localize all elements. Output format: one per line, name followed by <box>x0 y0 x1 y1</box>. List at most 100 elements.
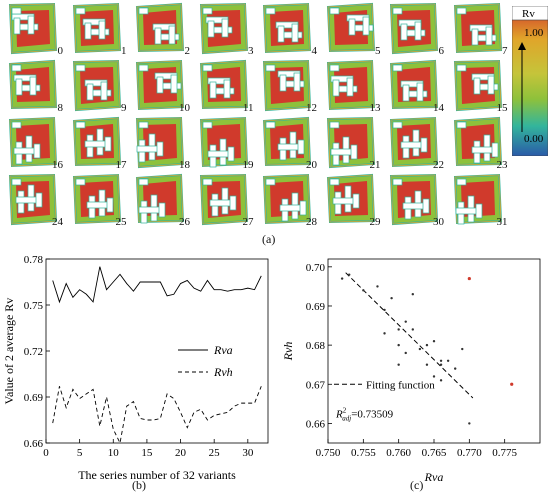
building-cluster <box>456 7 496 46</box>
building <box>209 199 232 207</box>
legend-label-rva: Rva <box>213 343 233 357</box>
building-cluster <box>202 121 234 168</box>
variant-tile: 23 <box>447 116 509 171</box>
building <box>202 121 212 129</box>
building <box>348 18 355 36</box>
site-edge <box>9 3 57 54</box>
data-point <box>383 308 386 312</box>
building <box>422 198 430 214</box>
variant-tile: 24 <box>2 173 64 228</box>
y-tick-label: 0.70 <box>306 262 326 274</box>
variant-tile: 4 <box>256 2 318 57</box>
tile-number: 12 <box>306 102 317 114</box>
building <box>156 141 164 157</box>
site-edge <box>454 3 501 53</box>
x-tick-label: 0.770 <box>457 447 482 459</box>
variant-tile: 6 <box>383 2 445 57</box>
x-tick-label: 20 <box>175 447 187 459</box>
variant-tile: 22 <box>383 116 445 171</box>
site-edge <box>136 3 184 52</box>
data-point <box>461 347 464 351</box>
x-tick-label: 30 <box>242 447 254 459</box>
tile-number: 30 <box>433 216 444 228</box>
building-cluster <box>75 7 109 40</box>
building <box>75 64 85 72</box>
variant-map <box>453 2 502 54</box>
r-squared-label: R2 adj=0.73509 <box>335 407 394 423</box>
building-cluster <box>11 178 43 214</box>
tile-number: 31 <box>496 216 508 228</box>
data-point <box>383 332 386 335</box>
variant-map <box>326 59 375 111</box>
data-point <box>404 351 407 355</box>
tile-number: 10 <box>179 102 190 114</box>
building <box>455 207 478 215</box>
variant-tile: 7 <box>447 2 509 57</box>
building <box>202 64 212 72</box>
building-cluster <box>265 7 303 43</box>
site-edge <box>9 60 57 109</box>
data-point <box>418 347 422 351</box>
building-cluster <box>11 64 41 96</box>
variant-map <box>135 2 185 53</box>
variant-tile: 18 <box>129 116 191 171</box>
building-cluster <box>456 121 498 164</box>
building <box>456 121 466 129</box>
data-point <box>439 379 443 382</box>
y-tick-label: 0.78 <box>24 254 44 266</box>
site-edge <box>200 3 247 54</box>
building <box>209 81 216 99</box>
site-edge <box>327 60 374 110</box>
tile-number: 21 <box>369 159 381 171</box>
site-edge <box>263 174 311 224</box>
variant-tile: 20 <box>256 116 318 171</box>
tile-number: 26 <box>179 216 190 228</box>
data-point <box>425 343 429 347</box>
building <box>277 25 285 43</box>
building <box>346 77 353 97</box>
building-cluster <box>202 64 234 99</box>
legend-max: 1.00 <box>524 27 544 39</box>
scatter-chart: 0.750 0.755 0.760 0.765 0.770 0.775 0.66 0.67 0.… <box>281 258 541 484</box>
building <box>11 121 22 129</box>
variant-map <box>453 116 502 167</box>
building <box>202 7 212 15</box>
building-cluster <box>329 64 357 97</box>
x-tick-label: 10 <box>108 447 120 459</box>
building <box>265 64 276 72</box>
building-cluster <box>265 64 305 92</box>
site-edge <box>390 60 438 109</box>
building <box>86 201 109 209</box>
line-chart: 0 5 10 15 20 25 30 0.66 0.69 0.72 0.75 0.78 Rva Rvh Th… <box>2 254 269 482</box>
series-line-rvh <box>52 386 262 445</box>
building <box>202 178 212 186</box>
building-cluster <box>392 121 428 159</box>
building <box>329 178 339 186</box>
building <box>456 64 466 72</box>
variant-tile: 30 <box>383 173 445 228</box>
building <box>392 64 403 72</box>
data-point <box>390 296 393 300</box>
y-tick-label: 0.69 <box>306 301 326 313</box>
x-tick-label: 0.750 <box>316 447 341 459</box>
building <box>329 64 339 72</box>
y-tick-label: 0.75 <box>24 300 44 312</box>
tile-number: 25 <box>115 216 127 228</box>
site-edge <box>390 174 438 225</box>
building-cluster <box>456 64 498 95</box>
variant-map <box>262 2 312 54</box>
building <box>154 27 162 45</box>
data-point <box>404 320 407 323</box>
tile-number: 4 <box>311 45 318 57</box>
tile-number: 28 <box>306 216 317 228</box>
building <box>299 200 307 216</box>
variant-map <box>135 116 185 169</box>
tile-number: 27 <box>242 216 254 228</box>
building <box>136 145 160 153</box>
site-edge <box>327 174 374 223</box>
building-cluster <box>265 121 305 161</box>
building <box>11 178 22 186</box>
building-cluster <box>392 64 428 102</box>
building <box>362 16 369 36</box>
variant-map <box>389 116 439 168</box>
